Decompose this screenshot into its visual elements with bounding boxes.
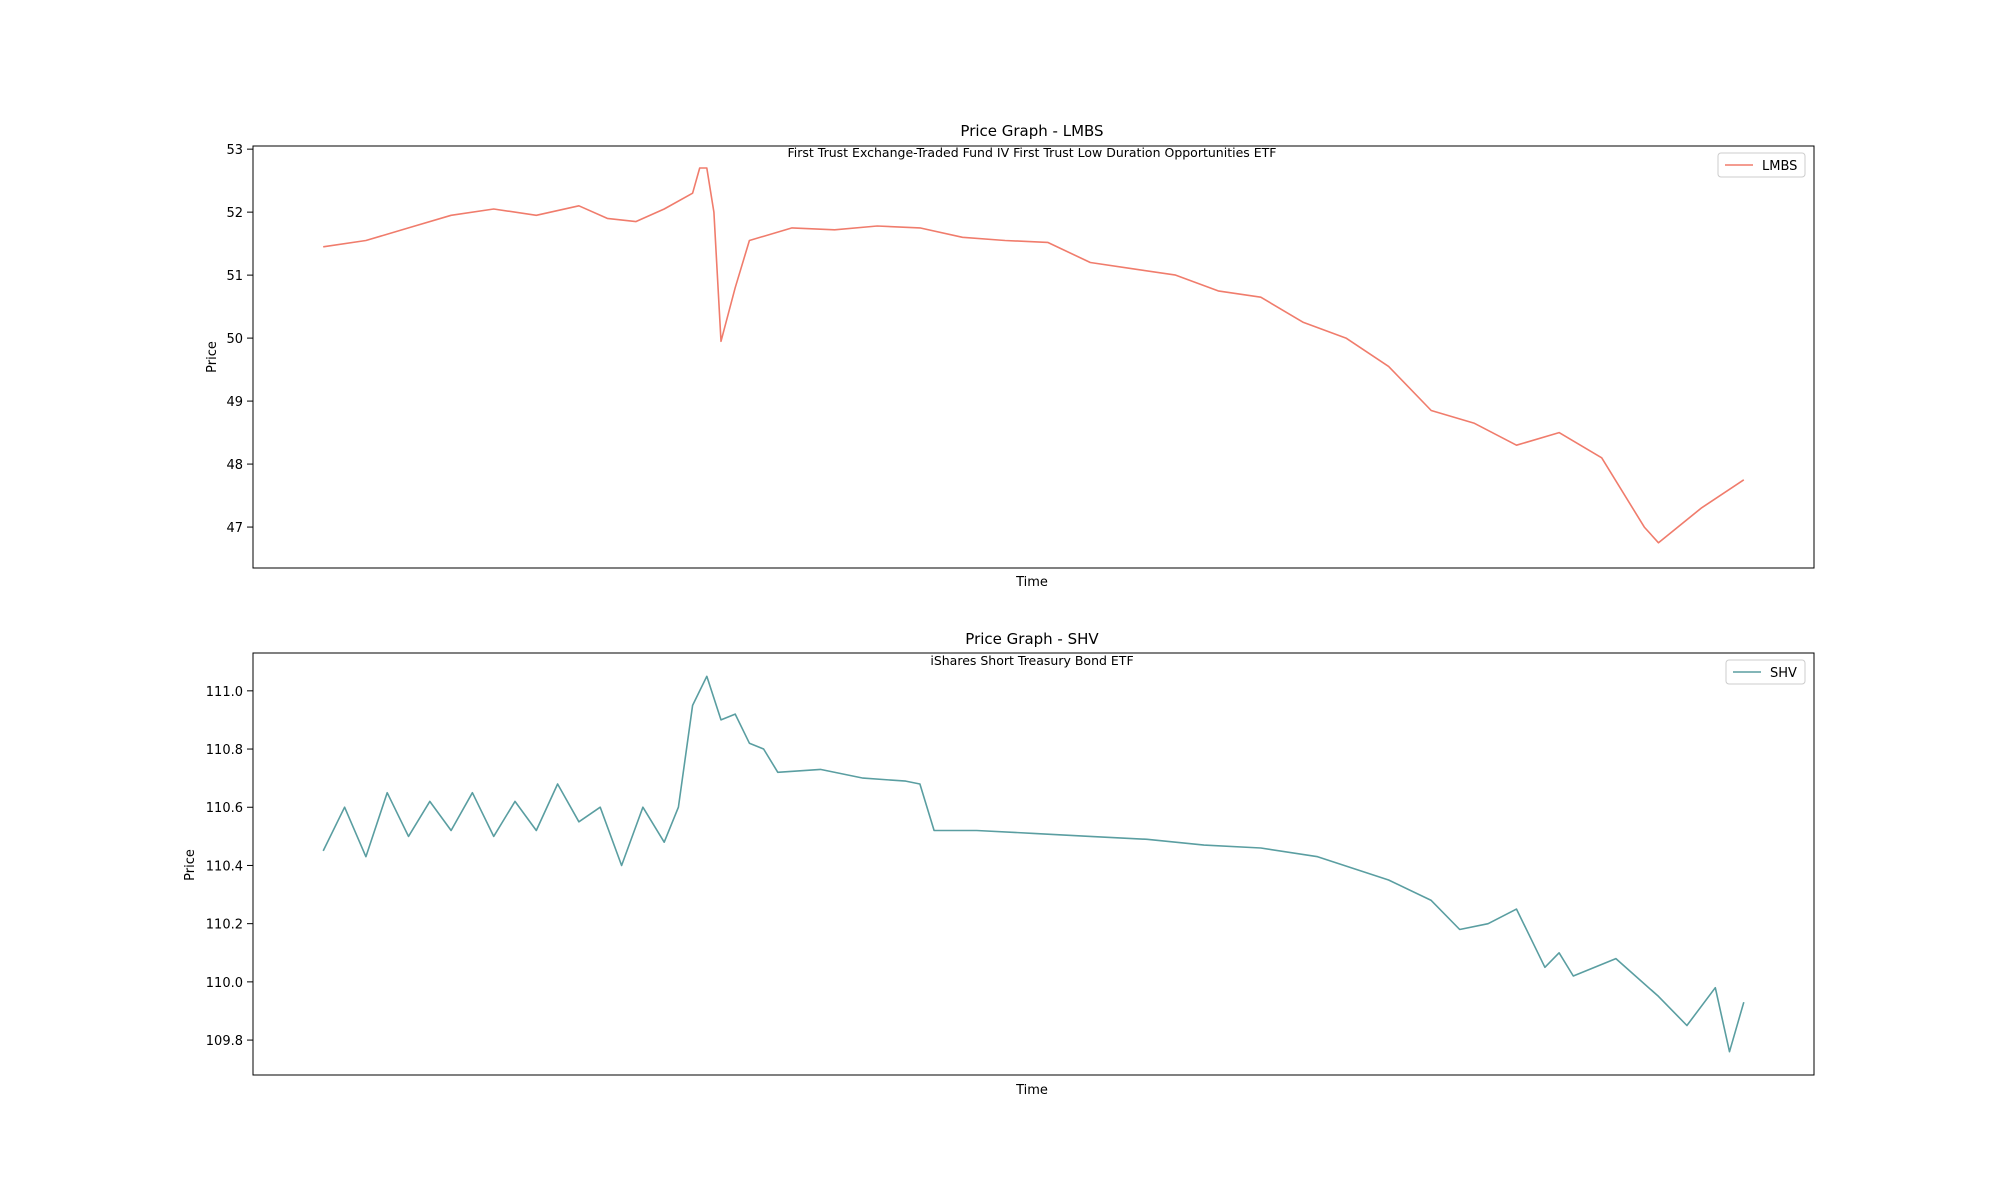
shv-plot-frame	[252, 652, 1815, 1076]
shv-chart: Price Graph - SHV iShares Short Treasury…	[183, 630, 1815, 1098]
shv-legend: SHV	[1725, 659, 1806, 685]
lmbs-y-tick-label: 49	[226, 395, 243, 410]
lmbs-legend-box	[1717, 152, 1806, 178]
shv-y-axis-label: Price	[183, 849, 198, 881]
lmbs-chart-title: Price Graph - LMBS	[960, 122, 1103, 140]
lmbs-y-tick-label: 51	[226, 269, 243, 284]
shv-x-axis-label: Time	[1015, 1083, 1048, 1098]
shv-y-tick-label: 109.8	[206, 1034, 243, 1049]
shv-legend-label: SHV	[1770, 666, 1797, 681]
shv-legend-box	[1725, 659, 1806, 685]
lmbs-y-axis-label: Price	[205, 341, 220, 373]
shv-chart-subtitle: iShares Short Treasury Bond ETF	[930, 653, 1133, 668]
lmbs-chart-subtitle: First Trust Exchange-Traded Fund IV Firs…	[788, 145, 1277, 160]
shv-y-tick-label: 110.6	[206, 801, 243, 816]
lmbs-legend-label: LMBS	[1762, 159, 1797, 174]
shv-y-tick-label: 111.0	[206, 685, 243, 700]
lmbs-y-axis: 47 48 49 50 51 52 53	[226, 143, 253, 536]
shv-chart-title: Price Graph - SHV	[965, 630, 1099, 648]
shv-y-tick-label: 110.4	[206, 859, 243, 874]
lmbs-y-tick-label: 48	[226, 458, 243, 473]
shv-y-axis: 109.8 110.0 110.2 110.4 110.6 110.8 111.0	[206, 685, 253, 1049]
lmbs-chart: Price Graph - LMBS First Trust Exchange-…	[205, 122, 1815, 590]
shv-series-line	[322, 675, 1745, 1053]
lmbs-y-tick-label: 52	[226, 206, 243, 221]
lmbs-y-tick-label: 53	[226, 143, 243, 158]
lmbs-series-line	[323, 167, 1745, 544]
shv-y-tick-label: 110.0	[206, 976, 243, 991]
shv-y-tick-label: 110.2	[206, 918, 243, 933]
lmbs-legend: LMBS	[1717, 152, 1806, 178]
lmbs-y-tick-label: 47	[226, 521, 243, 536]
lmbs-y-tick-label: 50	[226, 332, 243, 347]
lmbs-plot-frame	[252, 145, 1815, 569]
lmbs-x-axis-label: Time	[1015, 575, 1048, 590]
shv-y-tick-label: 110.8	[206, 743, 243, 758]
